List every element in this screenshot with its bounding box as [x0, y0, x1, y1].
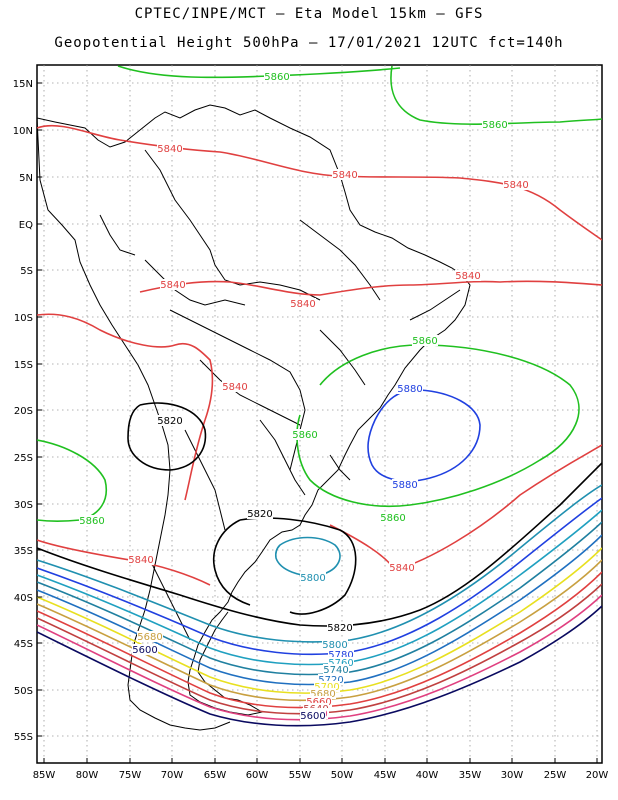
contour-label: 5840 [332, 170, 357, 181]
contour-label: 5860 [380, 513, 405, 524]
lon-label: 20W [586, 770, 609, 781]
contour-label-bg [412, 335, 438, 346]
latitude-labels: 15N 10N 5N EQ 5S 10S 15S 20S 25S 30S 35S 40S 45S 50S 5… [13, 79, 42, 743]
contour-label: 5700 [314, 682, 339, 693]
contour-label: 5840 [157, 144, 182, 155]
contour-label: 5840 [128, 555, 153, 566]
contour-label: 5840 [455, 271, 480, 282]
contour-label: 5860 [412, 336, 437, 347]
contour-label: 5840 [389, 563, 414, 574]
contour-label: 5600 [132, 645, 157, 656]
contour-label: 5860 [79, 516, 104, 527]
contour-label-bg [300, 710, 326, 721]
lat-label: 5S [20, 266, 33, 277]
lat-label: 15S [14, 360, 33, 371]
lat-label: 35S [14, 546, 33, 557]
contour-label: 5880 [392, 480, 417, 491]
contour-label-bg [300, 572, 326, 583]
lat-label: 10S [14, 313, 33, 324]
lon-label: 70W [161, 770, 184, 781]
contour-label-bg [292, 429, 318, 440]
contour-label-bg [380, 512, 406, 523]
contour-label-bg [392, 479, 418, 490]
lat-label: 55S [14, 732, 33, 743]
contour-label-bg [306, 696, 332, 707]
contour-label-bg [503, 179, 529, 190]
lat-label: 25S [14, 453, 33, 464]
contour-label: 5760 [328, 658, 353, 669]
contour-label-bg [397, 383, 423, 394]
lon-label: 60W [246, 770, 269, 781]
lat-label: 40S [14, 593, 33, 604]
contour-label: 5660 [306, 697, 331, 708]
lat-label: 30S [14, 500, 33, 511]
contour-label: 5680 [310, 689, 335, 700]
contour-label-bg [157, 415, 183, 426]
contour-label-bg [328, 649, 354, 660]
contour-label-bg [132, 644, 158, 655]
contour-label-bg [328, 657, 354, 668]
contour-label-bg [128, 554, 154, 565]
contour-label: 5800 [322, 640, 347, 651]
lon-label: 85W [33, 770, 56, 781]
contour-labels: 5860 5860 5840 5840 5840 5840 5840 5840 5840 5860… [79, 71, 529, 722]
contour-label: 5780 [328, 650, 353, 661]
title-line-1: CPTEC/INPE/MCT – Eta Model 15km – GFS [134, 6, 484, 22]
contour-label: 5740 [323, 665, 348, 676]
contour-label-bg [455, 270, 481, 281]
longitude-labels: 85W 80W 75W 70W 65W 60W 55W 50W 45W 40W 35W 30W 25W 2… [33, 758, 609, 781]
lat-label: 5N [19, 173, 33, 184]
lat-label: 15N [13, 79, 33, 90]
contour-label: 5840 [222, 382, 247, 393]
contour-label-bg [482, 119, 508, 130]
contour-label-bg [327, 622, 353, 633]
lon-label: 65W [204, 770, 227, 781]
lon-label: 40W [416, 770, 439, 781]
contour-label-bg [322, 639, 348, 650]
lat-label: 10N [13, 126, 33, 137]
contour-label-bg [310, 688, 336, 699]
contour-label-bg [323, 664, 349, 675]
contour-label-bg [79, 515, 105, 526]
contour-label-bg [318, 674, 344, 685]
lat-label: EQ [19, 220, 33, 231]
contour-label-bg [137, 631, 163, 642]
contour-label-bg [314, 681, 340, 692]
lon-label: 55W [289, 770, 312, 781]
contour-label: 5840 [503, 180, 528, 191]
contour-label-bg [332, 169, 358, 180]
lat-label: 45S [14, 639, 33, 650]
lon-label: 50W [331, 770, 354, 781]
contour-label-bg [264, 71, 290, 82]
lon-label: 25W [544, 770, 567, 781]
lat-label: 50S [14, 686, 33, 697]
contour-label-bg [247, 508, 273, 519]
contour-label: 5720 [318, 675, 343, 686]
lon-label: 45W [374, 770, 397, 781]
lat-label: 20S [14, 406, 33, 417]
contour-label: 5600 [300, 711, 325, 722]
contour-label: 5800 [300, 573, 325, 584]
contour-label: 5840 [160, 280, 185, 291]
contour-label: 5820 [157, 416, 182, 427]
contour-label-bg [389, 562, 415, 573]
contour-label: 5880 [397, 384, 422, 395]
title-line-2: Geopotential Height 500hPa – 17/01/2021 … [54, 35, 564, 51]
lon-label: 35W [459, 770, 482, 781]
contour-label-bg [290, 298, 316, 309]
contour-label: 5820 [247, 509, 272, 520]
contour-label-bg [222, 381, 248, 392]
contour-label: 5860 [482, 120, 507, 131]
lon-label: 75W [119, 770, 142, 781]
contour-label: 5860 [292, 430, 317, 441]
lon-label: 30W [501, 770, 524, 781]
lon-label: 80W [76, 770, 99, 781]
contour-label: 5680 [137, 632, 162, 643]
contour-label: 5860 [264, 72, 289, 83]
contour-label-bg [160, 279, 186, 290]
contour-label: 5820 [327, 623, 352, 634]
contour-label: 5840 [290, 299, 315, 310]
contour-label-bg [157, 143, 183, 154]
